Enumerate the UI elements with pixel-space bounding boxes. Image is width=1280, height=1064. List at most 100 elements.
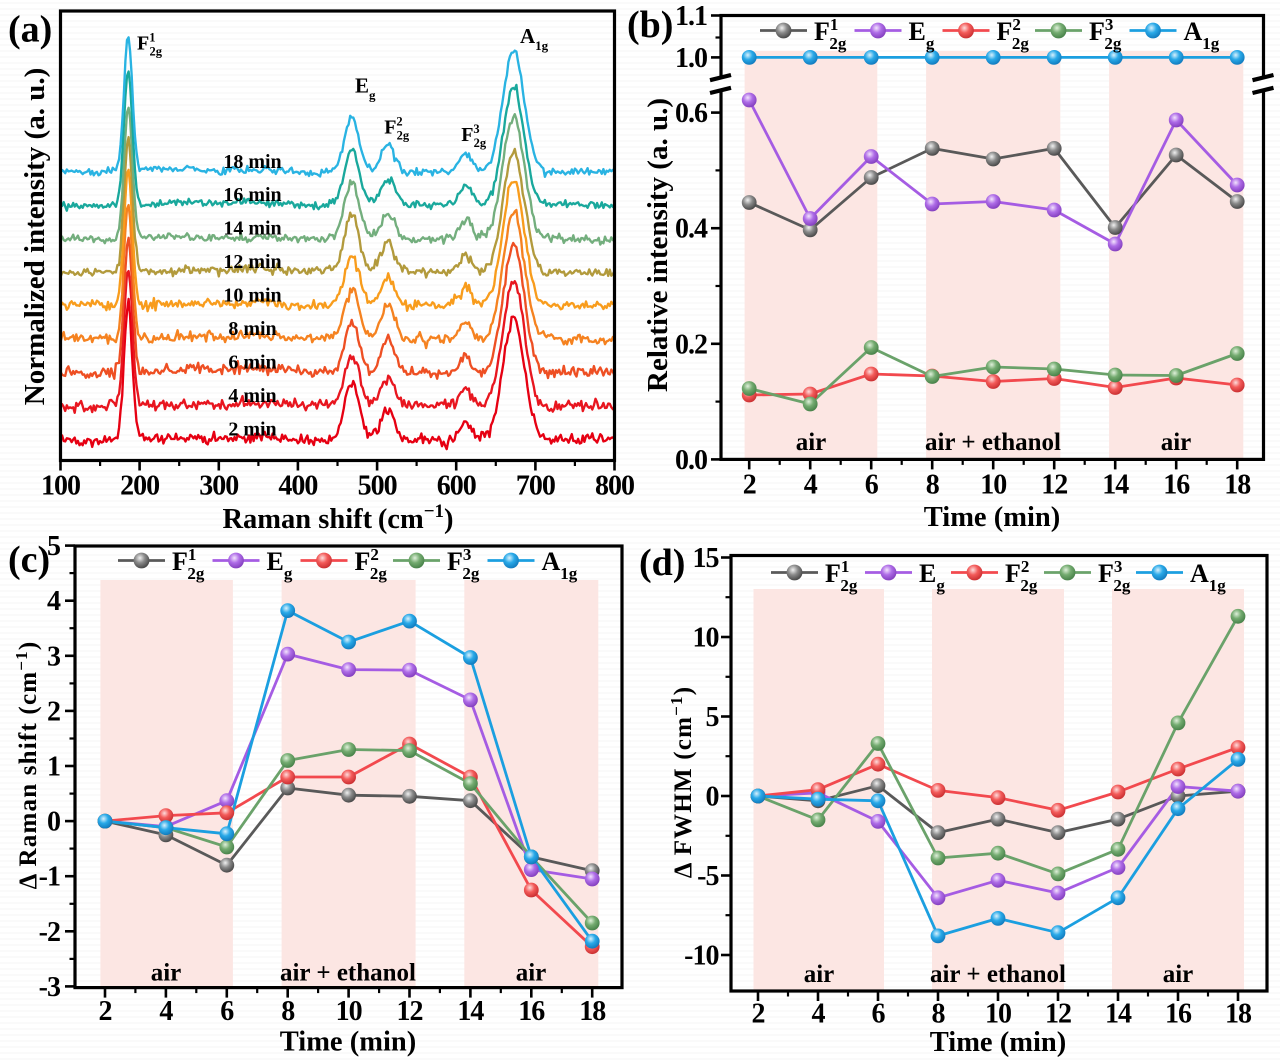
svg-text:air + ethanol: air + ethanol: [280, 960, 416, 987]
svg-text:12 min: 12 min: [223, 251, 281, 273]
svg-text:air + ethanol: air + ethanol: [930, 961, 1066, 988]
svg-text:700: 700: [516, 471, 555, 502]
svg-text:500: 500: [358, 471, 397, 502]
svg-text:14 min: 14 min: [223, 218, 281, 240]
svg-text:Time (min): Time (min): [924, 502, 1060, 533]
svg-text:6: 6: [865, 470, 879, 501]
svg-text:14: 14: [457, 996, 484, 1027]
svg-text:12: 12: [397, 996, 423, 1027]
svg-text:18: 18: [579, 996, 606, 1027]
svg-text:Relative intensity (a. u.): Relative intensity (a. u.): [642, 98, 674, 392]
svg-text:2 min: 2 min: [228, 418, 276, 440]
svg-text:5: 5: [47, 531, 60, 562]
svg-text:A1g: A1g: [1190, 559, 1226, 595]
svg-text:0.0: 0.0: [675, 445, 707, 476]
svg-text:4: 4: [159, 996, 173, 1027]
svg-text:4 min: 4 min: [228, 385, 276, 407]
svg-text:10: 10: [336, 996, 362, 1027]
svg-text:air: air: [151, 960, 182, 987]
svg-text:4: 4: [804, 470, 818, 501]
svg-text:2: 2: [752, 999, 765, 1030]
svg-text:Eg: Eg: [909, 17, 935, 53]
svg-text:10: 10: [693, 623, 719, 654]
svg-text:12: 12: [1041, 470, 1067, 501]
svg-text:1.0: 1.0: [675, 43, 707, 74]
svg-text:(c): (c): [8, 539, 50, 581]
svg-text:A1g: A1g: [1184, 17, 1220, 53]
svg-text:18: 18: [1225, 999, 1252, 1030]
svg-text:1.1: 1.1: [675, 1, 707, 32]
svg-text:0.6: 0.6: [675, 98, 708, 129]
svg-text:Δ Raman shift (cm−1): Δ Raman shift (cm−1): [12, 641, 42, 890]
svg-text:air: air: [796, 429, 827, 456]
svg-text:18: 18: [1224, 470, 1251, 501]
svg-text:Time (min): Time (min): [930, 1027, 1066, 1058]
svg-text:600: 600: [437, 471, 476, 502]
svg-text:A1g: A1g: [542, 547, 578, 583]
svg-text:air: air: [804, 961, 835, 988]
svg-text:15: 15: [693, 543, 719, 574]
svg-text:0.2: 0.2: [675, 329, 707, 360]
svg-text:8: 8: [932, 999, 946, 1030]
svg-text:0.4: 0.4: [675, 214, 708, 245]
svg-text:Δ FWHM (cm−1): Δ FWHM (cm−1): [667, 686, 697, 878]
svg-text:Eg: Eg: [355, 74, 376, 103]
svg-text:-10: -10: [684, 941, 718, 972]
svg-text:0: 0: [47, 807, 60, 838]
svg-text:2: 2: [47, 696, 60, 727]
svg-text:-1: -1: [39, 862, 60, 893]
svg-text:800: 800: [595, 471, 634, 502]
svg-text:air: air: [516, 960, 547, 987]
svg-text:100: 100: [41, 471, 80, 502]
svg-text:-3: -3: [39, 972, 61, 1003]
svg-text:10 min: 10 min: [223, 285, 281, 307]
svg-text:5: 5: [706, 702, 719, 733]
svg-text:Raman shift (cm−1): Raman shift (cm−1): [222, 501, 453, 535]
svg-text:12: 12: [1045, 999, 1071, 1030]
svg-text:-2: -2: [39, 917, 60, 948]
svg-text:14: 14: [1102, 470, 1129, 501]
svg-text:air: air: [1163, 961, 1194, 988]
svg-text:8: 8: [926, 470, 940, 501]
svg-text:3: 3: [47, 641, 61, 672]
svg-text:16 min: 16 min: [223, 184, 281, 206]
svg-text:(a): (a): [8, 9, 52, 51]
svg-text:air + ethanol: air + ethanol: [925, 429, 1061, 456]
svg-text:Eg: Eg: [267, 547, 293, 583]
svg-text:200: 200: [120, 471, 159, 502]
svg-text:2: 2: [743, 470, 756, 501]
svg-text:10: 10: [980, 470, 1006, 501]
svg-text:0: 0: [706, 782, 719, 813]
svg-text:Normalized intensity (a. u.): Normalized intensity (a. u.): [19, 68, 51, 406]
svg-text:Eg: Eg: [919, 559, 945, 595]
svg-text:1: 1: [47, 752, 60, 783]
svg-text:16: 16: [1163, 470, 1190, 501]
svg-text:8: 8: [281, 996, 295, 1027]
svg-text:14: 14: [1105, 999, 1132, 1030]
svg-text:18 min: 18 min: [223, 151, 281, 173]
svg-text:Time (min): Time (min): [280, 1027, 416, 1058]
svg-text:A1g: A1g: [520, 24, 549, 53]
svg-text:6: 6: [872, 999, 886, 1030]
svg-text:300: 300: [199, 471, 238, 502]
svg-text:-5: -5: [697, 861, 718, 892]
svg-text:air: air: [1161, 429, 1192, 456]
svg-text:6: 6: [220, 996, 234, 1027]
svg-text:10: 10: [985, 999, 1011, 1030]
svg-text:4: 4: [812, 999, 826, 1030]
svg-text:6 min: 6 min: [228, 352, 276, 374]
svg-text:8 min: 8 min: [228, 318, 276, 340]
svg-text:4: 4: [47, 586, 61, 617]
